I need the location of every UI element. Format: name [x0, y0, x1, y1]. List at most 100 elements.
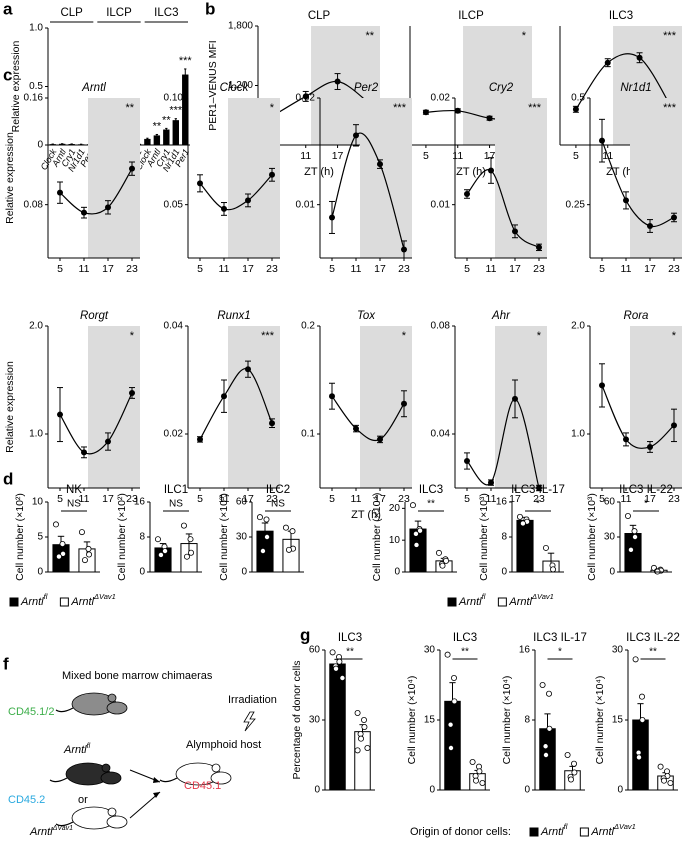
dark-phase-shade: [630, 326, 682, 488]
data-point: [536, 244, 542, 251]
group-label: CLP: [60, 7, 83, 19]
data-point: [55, 553, 62, 560]
x-tick-label: 17: [644, 493, 656, 505]
y-tick-label: 0.01: [431, 199, 451, 210]
y-tick-label: 60: [604, 497, 616, 508]
data-point: [488, 167, 494, 174]
data-point: [129, 389, 135, 396]
y-tick-label: 0.2: [301, 321, 315, 332]
legend-swatch: [497, 597, 507, 607]
bar: [182, 74, 189, 146]
data-point: [197, 180, 203, 187]
chart-title: Rorgt: [80, 310, 109, 322]
data-point: [546, 690, 553, 697]
y-tick-label: 16: [496, 497, 508, 508]
x-tick-label: 5: [329, 263, 335, 275]
y-tick-label: 0.02: [431, 93, 451, 104]
y-tick-label: 10: [389, 535, 401, 546]
panel-letter: d: [3, 469, 13, 488]
data-point: [539, 682, 546, 689]
y-tick-label: 0: [501, 567, 507, 578]
data-point: [269, 420, 275, 427]
legend-label: Arntlfl: [540, 822, 568, 837]
significance: NS: [169, 499, 183, 510]
significance: ***: [663, 30, 677, 42]
x-tick-label: 23: [398, 493, 410, 505]
legend-gene: Arntl: [540, 826, 564, 838]
chart-title: ILC1: [164, 484, 188, 496]
data-point: [187, 536, 194, 543]
chart-title: Rora: [624, 310, 649, 322]
legend-allele: ΔVav1: [93, 592, 116, 601]
dark-phase-shade: [228, 98, 280, 258]
significance: **: [153, 120, 162, 132]
legend-swatch: [579, 827, 589, 837]
data-point: [464, 458, 470, 464]
group-label: ILCP: [106, 7, 132, 19]
data-point: [269, 171, 275, 178]
data-point: [105, 438, 111, 445]
fit-curve: [575, 53, 672, 110]
data-point: [546, 725, 553, 732]
y-axis-label: Percentage of donor cells: [291, 660, 303, 779]
data-point: [360, 717, 367, 724]
legend-gene: Arntl: [20, 596, 44, 608]
x-tick-label: 5: [423, 150, 429, 162]
significance: NS: [271, 499, 285, 510]
data-point: [543, 752, 550, 759]
data-point: [81, 209, 87, 216]
y-axis-label: Relative expression: [10, 41, 22, 133]
data-point: [332, 665, 339, 672]
bar: [153, 135, 161, 146]
y-tick-label: 0.08: [431, 321, 451, 332]
y-tick-label: 0: [394, 567, 400, 578]
y-tick-label: 0: [37, 567, 43, 578]
data-point: [409, 502, 416, 509]
dark-phase-shade: [228, 326, 280, 488]
y-tick-label: 0: [617, 785, 623, 796]
y-axis-label: PER1–VENUS MFI: [207, 40, 219, 130]
data-point: [599, 382, 605, 389]
data-point: [447, 721, 454, 728]
y-tick-label: 30: [604, 532, 616, 543]
legend-label: Arntlfl: [458, 592, 486, 607]
data-point: [671, 422, 677, 429]
data-point: [671, 214, 677, 221]
x-tick-label: 11: [351, 493, 362, 505]
data-point: [86, 551, 93, 558]
chart-title: ILCP: [458, 10, 484, 22]
chart-title: Per2: [354, 82, 379, 94]
host-label: Alymphoid host: [186, 739, 261, 751]
legend-gene: Arntl: [508, 596, 532, 608]
y-axis-label: Cell number (×10³): [218, 493, 230, 581]
chart-title: ILC3: [609, 10, 633, 22]
y-tick-label: 30: [424, 645, 436, 656]
data-point: [661, 777, 668, 784]
data-point: [264, 534, 271, 541]
data-point: [339, 675, 346, 682]
diagram-title: Mixed bone marrow chimaeras: [62, 670, 213, 682]
significance: **: [125, 102, 134, 114]
data-point: [377, 436, 383, 443]
data-point: [451, 698, 458, 705]
fit-curve: [59, 392, 133, 455]
data-point: [256, 514, 263, 521]
fit-curve: [273, 80, 370, 116]
y-tick-label: 0.02: [296, 93, 316, 104]
data-point: [550, 566, 557, 573]
x-tick-label: 5: [599, 263, 605, 275]
gene: Arntl: [63, 744, 87, 756]
legend-swatch: [529, 827, 539, 837]
data-point: [516, 513, 523, 520]
x-tick-label: 17: [509, 493, 521, 505]
data-point: [221, 393, 227, 400]
y-tick-label: 1.0: [29, 23, 43, 34]
data-point: [353, 425, 359, 432]
data-point: [154, 536, 161, 543]
significance: **: [461, 647, 469, 658]
y-tick-label: 0: [314, 785, 320, 796]
significance: *: [672, 330, 677, 342]
legend-gene: Arntl: [458, 596, 482, 608]
y-tick-label: 0: [524, 785, 530, 796]
fit-curve: [601, 140, 675, 228]
